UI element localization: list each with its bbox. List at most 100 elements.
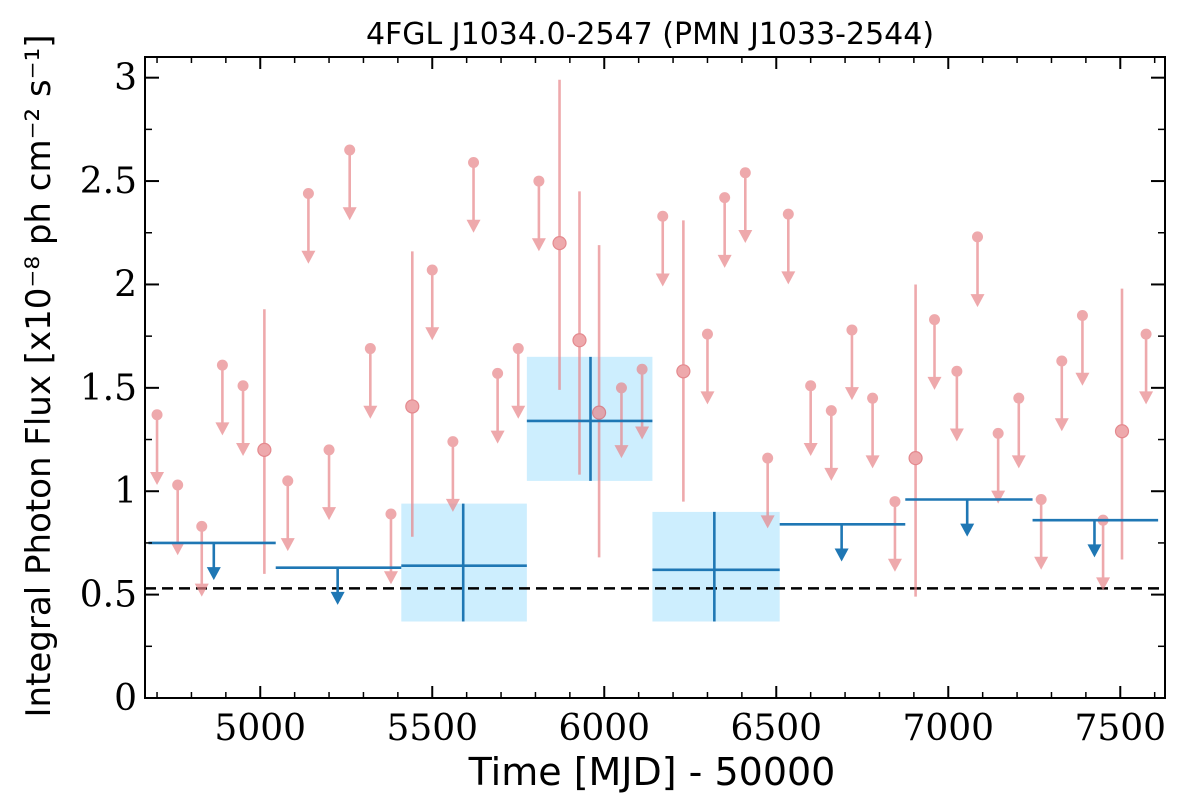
upper-limit-arrowhead (150, 471, 165, 485)
long-bin-detection (652, 511, 780, 622)
upper-limit-marker (385, 508, 397, 520)
detection-marker (572, 333, 587, 348)
upper-limit-marker (447, 436, 459, 448)
detection-marker (257, 442, 272, 457)
upper-limit-marker (762, 452, 774, 464)
short-bin-detection (591, 245, 607, 558)
short-bin-upper-limit (760, 452, 775, 529)
upper-limit-marker (846, 324, 858, 336)
upper-limit-marker (216, 359, 228, 371)
short-bin-series (150, 79, 1154, 597)
short-bin-upper-limit (150, 409, 165, 485)
upper-limit-arrowhead (717, 254, 732, 268)
long-bin-series (148, 356, 1159, 622)
short-bin-upper-limit (342, 144, 357, 221)
x-tick-label: 7000 (902, 708, 994, 749)
upper-limit-arrowhead (970, 294, 985, 308)
upper-limit-marker (825, 405, 837, 417)
upper-limit-arrowhead (803, 443, 818, 457)
y-tick-label: 1.5 (80, 368, 137, 409)
short-bin-upper-limit (511, 343, 526, 419)
upper-limit-marker (992, 427, 1004, 439)
short-bin-detection (552, 79, 567, 390)
short-bin-upper-limit (194, 520, 209, 597)
y-tick-label: 0.5 (80, 575, 137, 616)
upper-limit-arrowhead (760, 515, 775, 529)
detection-marker (405, 399, 420, 414)
upper-limit-arrowhead (301, 250, 316, 264)
short-bin-detection (908, 284, 923, 597)
upper-limit-marker (1056, 355, 1068, 367)
upper-limit-arrowhead (322, 507, 337, 521)
y-tick-label: 2.5 (80, 161, 137, 202)
short-bin-upper-limit (970, 231, 985, 308)
long-bin-upper-limit (1032, 518, 1159, 558)
short-bin-upper-limit (1096, 514, 1111, 591)
long-bin-upper-limit (779, 523, 906, 562)
long-bin-upper-limit (905, 498, 1033, 537)
detection-marker (676, 364, 691, 379)
upper-limit-arrowhead (445, 498, 460, 512)
upper-limit-arrowhead (887, 558, 902, 572)
upper-limit-marker (364, 343, 376, 355)
long-bin-upper-limit-arrowhead (960, 523, 975, 537)
short-bin-upper-limit (824, 405, 839, 481)
upper-limit-marker (533, 175, 545, 187)
short-bin-detection (405, 251, 420, 537)
upper-limit-arrowhead (927, 376, 942, 390)
short-bin-upper-limit (803, 380, 818, 457)
upper-limit-arrowhead (490, 430, 505, 444)
short-bin-upper-limit (215, 359, 230, 436)
detection-marker (591, 405, 607, 420)
upper-limit-marker (237, 380, 249, 392)
short-bin-upper-limit (170, 479, 185, 556)
upper-limit-arrowhead (531, 238, 546, 252)
x-tick-label: 5000 (214, 708, 306, 749)
short-bin-upper-limit (1139, 328, 1154, 405)
short-bin-detection (257, 309, 272, 574)
upper-limit-marker (929, 314, 941, 326)
chart-title: 4FGL J1034.0-2547 (PMN J1033-2544) (366, 17, 934, 52)
upper-limit-marker (468, 156, 480, 168)
short-bin-upper-limit (887, 496, 902, 572)
upper-limit-arrowhead (383, 571, 398, 585)
short-bin-upper-limit (991, 427, 1006, 504)
short-bin-upper-limit (490, 367, 505, 444)
upper-limit-marker (657, 210, 669, 222)
upper-limit-marker (512, 343, 524, 355)
short-bin-detection (572, 191, 587, 475)
upper-limit-marker (1035, 493, 1047, 505)
upper-limit-arrowhead (342, 207, 357, 221)
upper-limit-arrowhead (781, 271, 796, 285)
upper-limit-arrowhead (194, 583, 209, 597)
upper-limit-arrowhead (991, 490, 1006, 504)
short-bin-detection (676, 220, 691, 502)
x-tick-label: 7500 (1074, 708, 1166, 749)
short-bin-upper-limit (865, 392, 880, 469)
short-bin-upper-limit (700, 328, 715, 405)
long-bin-upper-limit-arrowhead (834, 548, 849, 562)
upper-limit-arrowhead (236, 443, 251, 457)
upper-limit-arrowhead (1096, 577, 1111, 591)
upper-limit-marker (805, 380, 817, 392)
axes (144, 56, 1166, 699)
upper-limit-arrowhead (738, 230, 753, 244)
y-tick-label: 2 (114, 264, 137, 305)
long-bin-upper-limit (275, 566, 402, 605)
upper-limit-marker (1140, 328, 1152, 340)
short-bin-upper-limit (1054, 355, 1069, 432)
short-bin-upper-limit (635, 363, 650, 440)
upper-limit-marker (302, 187, 314, 199)
y-tick-label: 3 (114, 58, 137, 99)
short-bin-upper-limit (383, 508, 398, 585)
x-tick-label: 6500 (730, 708, 822, 749)
upper-limit-arrowhead (425, 327, 440, 341)
short-bin-upper-limit (781, 208, 796, 285)
upper-limit-arrowhead (1034, 556, 1049, 570)
long-bin-detection (401, 503, 527, 622)
y-axis-label: Integral Photon Flux [x10⁻⁸ ph cm⁻² s⁻¹] (19, 34, 59, 717)
upper-limit-arrowhead (363, 405, 378, 419)
upper-limit-marker (1076, 309, 1088, 321)
short-bin-upper-limit (531, 175, 546, 252)
plot-frame (144, 56, 1166, 699)
